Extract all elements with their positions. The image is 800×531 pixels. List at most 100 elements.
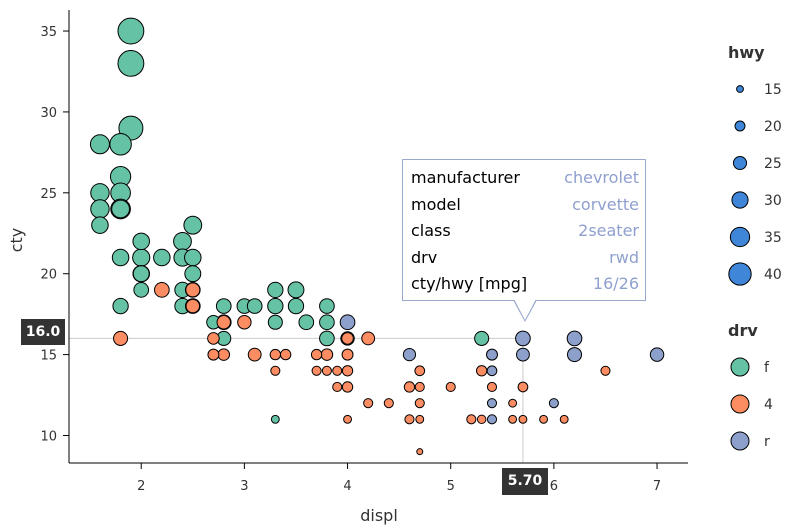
data-point <box>339 314 356 331</box>
x-tick: 6 <box>550 463 558 494</box>
data-point <box>486 365 498 377</box>
size-legend-label: 30 <box>764 193 782 209</box>
data-point <box>600 365 611 376</box>
data-point <box>132 232 150 251</box>
x-tick: 4 <box>343 463 352 494</box>
data-point <box>361 331 376 346</box>
data-point <box>270 414 280 424</box>
data-point <box>215 298 232 314</box>
points-layer <box>89 17 665 456</box>
data-point <box>517 381 529 393</box>
size-legend: hwy 15 20 25 30 35 40 <box>728 43 782 286</box>
data-point <box>217 348 231 361</box>
data-point <box>117 17 145 45</box>
data-point <box>474 330 490 346</box>
x-tick-label: 5 <box>447 479 455 494</box>
x-tick: 5 <box>447 463 455 494</box>
data-point <box>89 134 110 155</box>
y-tick-label: 10 <box>40 429 57 444</box>
tooltip-value: chevrolet <box>564 168 639 187</box>
point-tooltip: manufacturer chevrolet model corvette cl… <box>402 159 646 301</box>
y-tick: 10 <box>40 429 69 444</box>
data-point <box>184 265 202 283</box>
y-tick-label: 15 <box>40 349 57 364</box>
data-point <box>402 348 417 362</box>
data-point <box>132 248 151 267</box>
data-point <box>319 298 335 314</box>
data-point <box>486 398 498 409</box>
data-point <box>216 315 231 330</box>
size-legend-label: 15 <box>764 82 782 98</box>
y-tick-label: 30 <box>40 106 57 121</box>
data-point <box>414 365 426 377</box>
x-tick: 7 <box>653 463 661 494</box>
tooltip-value: corvette <box>572 194 639 214</box>
tooltip-row-manufacturer: manufacturer chevrolet <box>411 165 639 192</box>
y-tick-label: 20 <box>40 268 57 283</box>
data-point <box>269 348 282 361</box>
data-point <box>237 315 252 330</box>
y-tick: 20 <box>40 268 69 283</box>
tooltip-key: model <box>411 194 461 214</box>
data-point <box>320 348 334 361</box>
data-point <box>343 414 352 424</box>
data-point <box>486 414 498 425</box>
size-legend-swatch <box>736 85 744 93</box>
data-point <box>341 332 354 345</box>
data-point <box>363 398 374 409</box>
data-point <box>414 381 425 393</box>
size-legend-swatch <box>729 226 751 248</box>
data-point <box>414 398 425 409</box>
tooltip-pointer <box>514 299 536 320</box>
data-point <box>185 298 201 314</box>
data-point <box>279 348 292 361</box>
data-point <box>559 414 569 424</box>
x-tick: 2 <box>137 463 145 494</box>
color-legend-label: 4 <box>764 397 773 413</box>
data-point <box>508 414 518 424</box>
data-point <box>246 298 263 314</box>
color-legend-swatch <box>730 357 750 377</box>
data-point <box>133 282 150 298</box>
data-point <box>267 297 284 315</box>
data-point <box>332 365 343 376</box>
data-point <box>548 398 559 409</box>
data-point <box>111 199 130 219</box>
x-tick-label: 4 <box>343 479 351 494</box>
data-point <box>298 314 315 331</box>
tooltip-value: rwd <box>609 247 639 267</box>
size-legend-swatch <box>734 120 746 132</box>
y-tick-label: 25 <box>40 187 57 202</box>
color-legend-label: f <box>764 360 770 376</box>
size-legend-swatch <box>728 262 752 286</box>
axes: 2 3 4 5 6 7 10 15 20 25 30 35 <box>40 10 688 494</box>
data-point <box>445 381 456 393</box>
data-point <box>90 199 110 219</box>
data-point <box>403 381 416 393</box>
data-point <box>476 414 487 425</box>
tooltip-key: class <box>411 221 451 240</box>
data-point <box>91 216 109 234</box>
data-point <box>341 381 354 393</box>
crosshair-x-value-badge: 5.70 <box>502 468 548 495</box>
data-point <box>404 414 415 425</box>
x-tick-label: 2 <box>137 479 145 494</box>
color-legend-label: r <box>764 434 770 450</box>
crosshair-y-value-badge: 16.0 <box>21 319 65 345</box>
data-point <box>475 365 488 377</box>
x-tick: 3 <box>240 463 249 494</box>
size-legend-title: hwy <box>728 43 765 62</box>
data-point <box>287 297 305 315</box>
tooltip-key: manufacturer <box>411 168 520 187</box>
data-point <box>415 414 425 424</box>
data-point <box>132 265 150 283</box>
tooltip-row-model: model corvette <box>411 192 639 219</box>
color-legend-swatch <box>730 394 750 414</box>
data-point <box>113 330 129 346</box>
data-point <box>539 414 548 424</box>
data-point <box>287 281 305 299</box>
tooltip-row-drv: drv rwd <box>411 245 639 272</box>
data-point <box>649 347 665 362</box>
data-point <box>111 248 130 267</box>
data-point <box>90 183 110 203</box>
